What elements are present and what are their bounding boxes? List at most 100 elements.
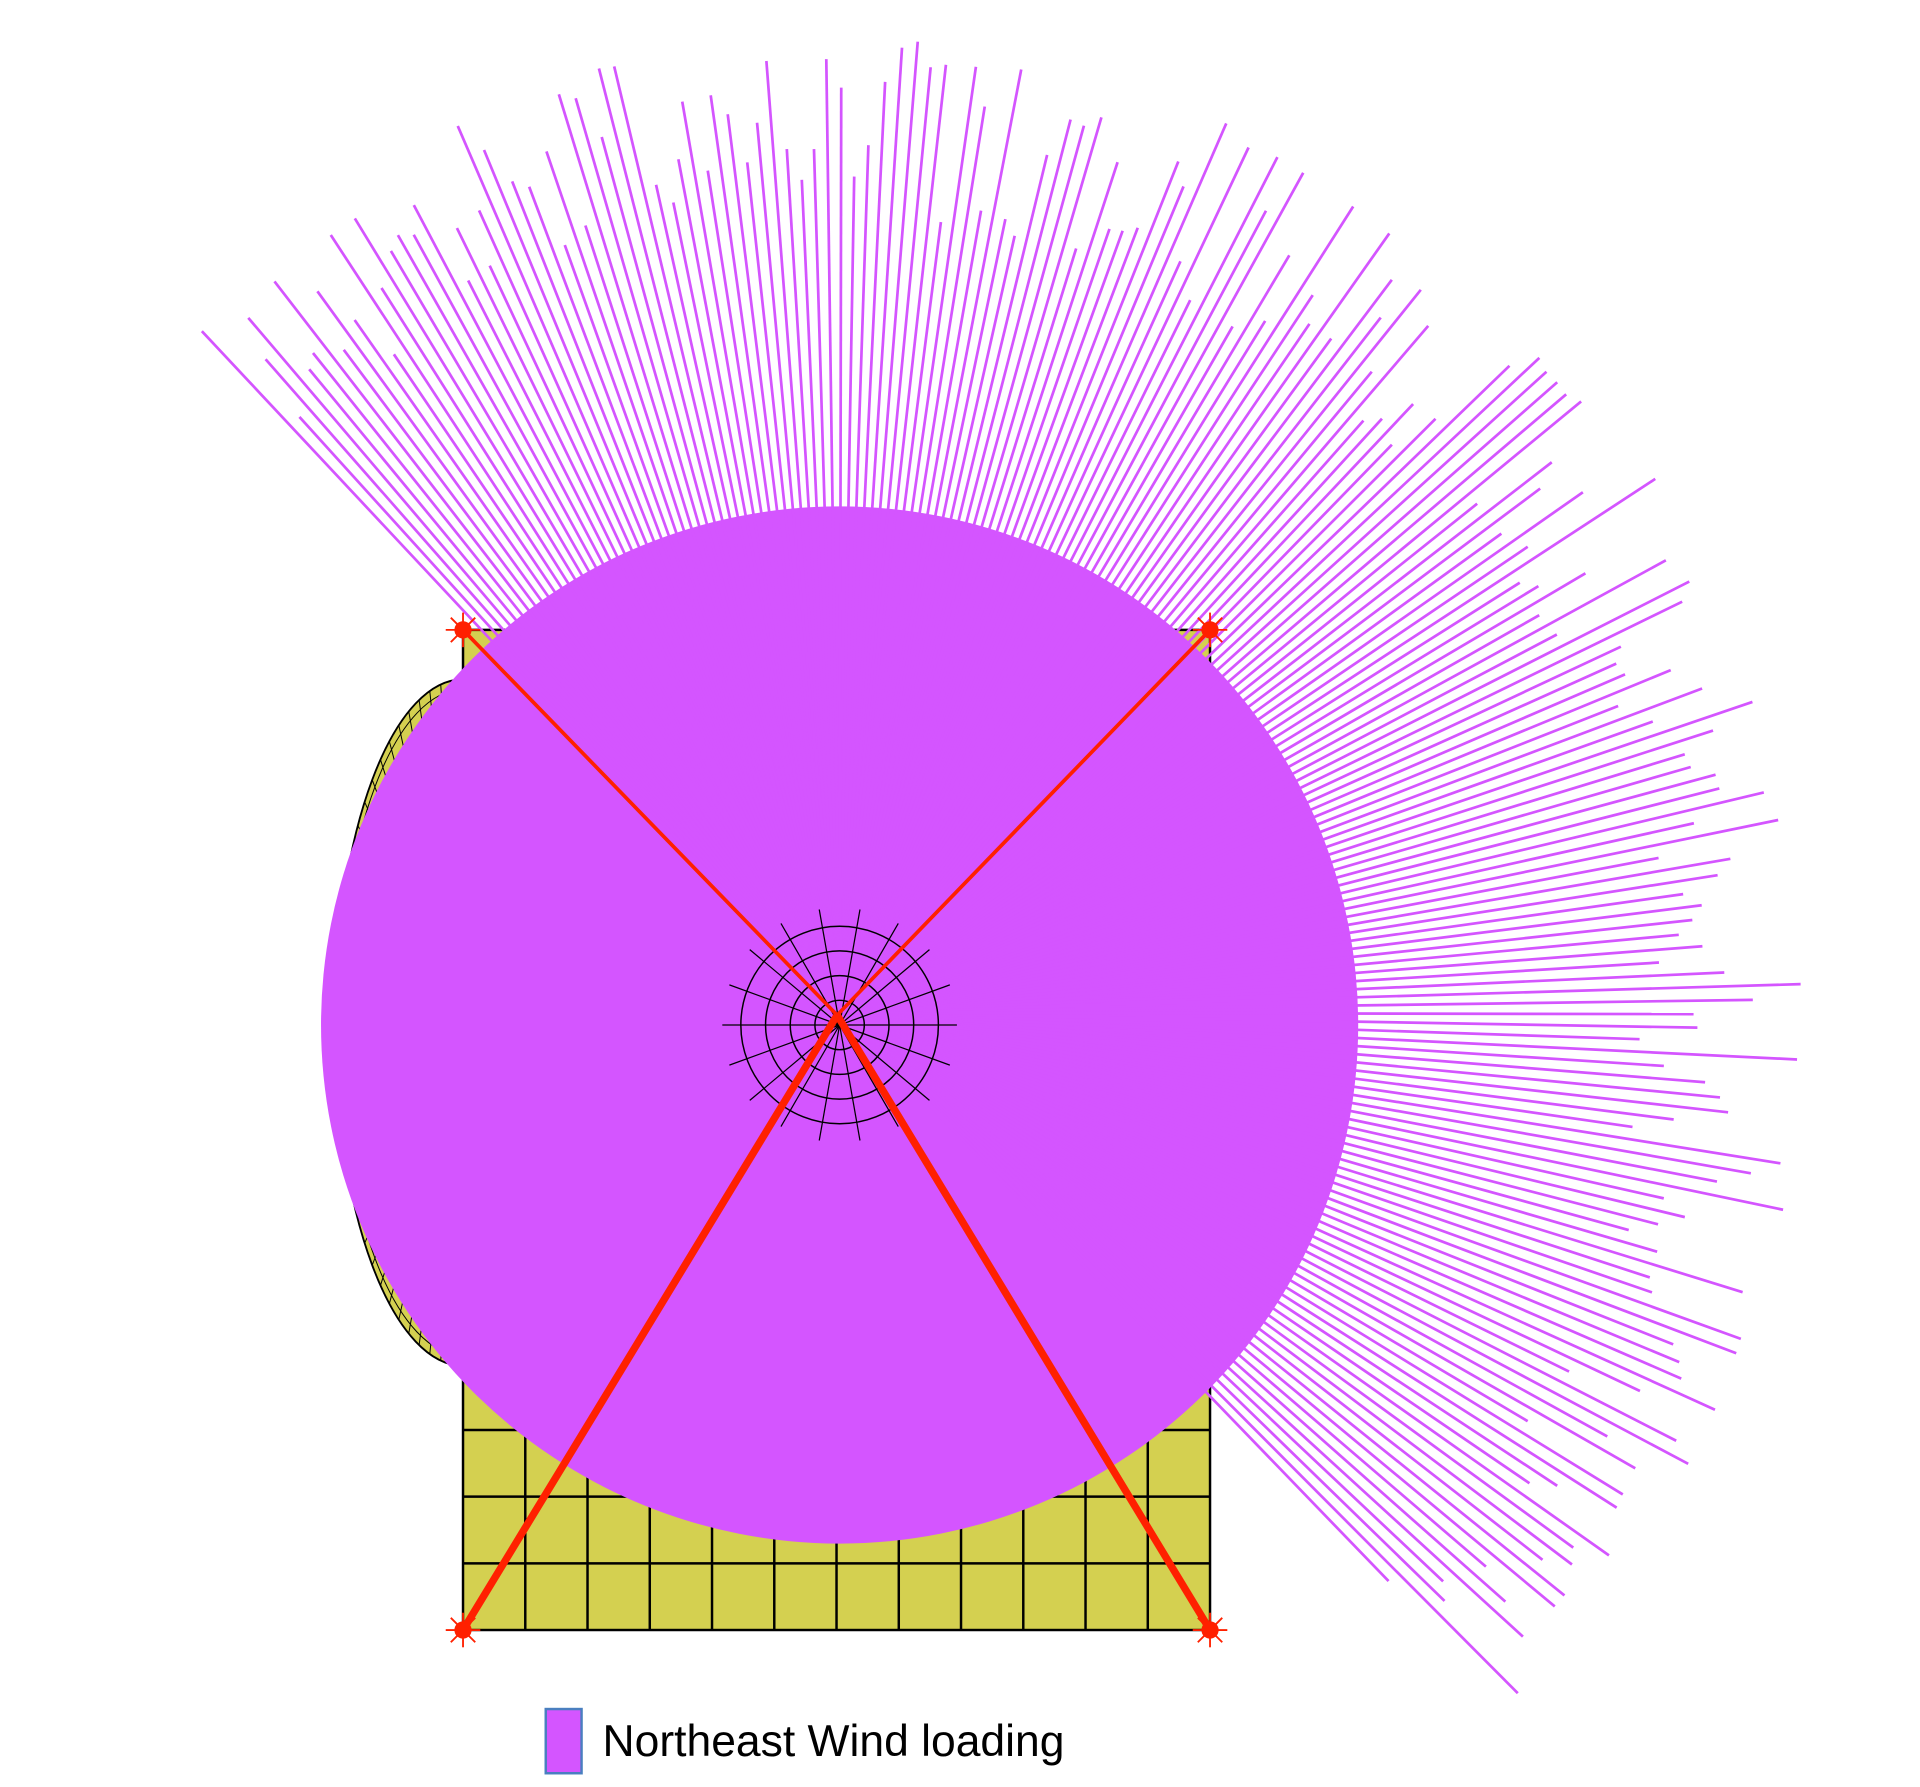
load-vector bbox=[839, 1011, 1784, 1212]
brace bbox=[461, 628, 839, 1017]
load-vector bbox=[838, 581, 1521, 1014]
load-vector bbox=[838, 87, 843, 1013]
load-vector bbox=[308, 368, 841, 1014]
load-vector bbox=[838, 477, 1656, 1014]
load-vector bbox=[488, 265, 841, 1014]
load-vector bbox=[654, 184, 841, 1013]
load-vector bbox=[838, 125, 1086, 1014]
wind-load-vectors bbox=[200, 41, 1801, 1695]
load-vector bbox=[839, 704, 1619, 1014]
load-vector bbox=[838, 106, 987, 1013]
load-vector bbox=[709, 95, 841, 1013]
brace bbox=[833, 1013, 1214, 1632]
load-vector bbox=[839, 818, 1779, 1014]
legend-label: Northeast Wind loading bbox=[603, 1717, 1065, 1766]
load-vector bbox=[839, 1011, 1570, 1373]
load-vector bbox=[838, 337, 1333, 1014]
load-vector bbox=[839, 600, 1683, 1014]
load-vector bbox=[838, 461, 1553, 1014]
hub-spoke bbox=[839, 923, 899, 1026]
support-star bbox=[1197, 1617, 1223, 1643]
load-vector bbox=[838, 487, 1541, 1014]
load-vector bbox=[824, 59, 841, 1013]
load-vector bbox=[838, 1011, 1618, 1509]
load-vector bbox=[247, 316, 841, 1014]
load-vector bbox=[298, 416, 841, 1014]
load-vector bbox=[839, 1011, 1641, 1393]
load-vector bbox=[838, 294, 1314, 1014]
load-vector bbox=[838, 370, 1373, 1014]
load-vector bbox=[726, 114, 841, 1013]
load-vector bbox=[353, 319, 841, 1014]
load-vector bbox=[838, 502, 1478, 1014]
load-vector bbox=[839, 1011, 1718, 1183]
load-vector bbox=[392, 353, 841, 1014]
load-vector bbox=[839, 903, 1702, 1014]
hub-spoke bbox=[729, 1024, 840, 1066]
load-vector bbox=[838, 145, 870, 1013]
load-vector bbox=[612, 66, 841, 1013]
load-vector bbox=[839, 687, 1703, 1014]
load-vector bbox=[838, 161, 1119, 1014]
red-braces bbox=[445, 612, 1228, 1648]
hub-spoke bbox=[839, 909, 861, 1026]
load-vector bbox=[838, 393, 1568, 1014]
load-vector bbox=[838, 417, 1383, 1014]
load-vector bbox=[396, 234, 841, 1014]
load-vector bbox=[839, 1011, 1694, 1016]
load-vector bbox=[838, 299, 1192, 1014]
load-vector bbox=[838, 41, 920, 1013]
load-vector bbox=[838, 1011, 1558, 1487]
load-vector bbox=[838, 364, 1511, 1014]
load-vector bbox=[839, 752, 1686, 1014]
load-vector bbox=[838, 320, 1267, 1014]
load-vector bbox=[838, 64, 948, 1013]
hub-spoke bbox=[749, 949, 841, 1026]
load-vector bbox=[839, 1011, 1716, 1411]
load-vector bbox=[838, 66, 978, 1013]
load-vector bbox=[838, 228, 1111, 1014]
load-vector bbox=[353, 217, 841, 1014]
load-vector bbox=[839, 1011, 1721, 1099]
load-vector bbox=[838, 172, 1305, 1014]
load-vector bbox=[839, 1011, 1752, 1175]
load-vector bbox=[838, 218, 1007, 1013]
load-vector bbox=[838, 381, 1559, 1014]
load-vector bbox=[839, 1011, 1630, 1232]
load-vector bbox=[273, 280, 841, 1014]
load-vector bbox=[839, 971, 1725, 1015]
load-vector bbox=[838, 288, 1422, 1014]
load-vector bbox=[838, 572, 1587, 1014]
load-vector bbox=[838, 559, 1667, 1014]
hub-spoke bbox=[780, 1024, 841, 1127]
load-vector bbox=[838, 370, 1548, 1014]
center-mesh bbox=[722, 909, 957, 1141]
load-vector bbox=[785, 148, 841, 1013]
hub-spoke bbox=[839, 984, 951, 1026]
load-vector bbox=[200, 330, 841, 1014]
load-vector bbox=[838, 1011, 1556, 1608]
load-vector bbox=[680, 101, 841, 1013]
load-vector bbox=[510, 180, 841, 1014]
load-vector bbox=[677, 158, 841, 1013]
load-vector bbox=[838, 205, 1355, 1014]
load-vector bbox=[838, 614, 1540, 1014]
load-vector bbox=[527, 186, 841, 1014]
support-star bbox=[450, 617, 476, 643]
load-vector bbox=[839, 1011, 1737, 1355]
load-vector bbox=[838, 69, 1023, 1013]
load-vector bbox=[838, 221, 943, 1013]
load-vector bbox=[456, 125, 841, 1014]
brace bbox=[459, 1013, 841, 1632]
load-vector bbox=[838, 1011, 1445, 1583]
load-vector bbox=[838, 1011, 1487, 1568]
load-vector bbox=[838, 161, 1180, 1014]
load-vector bbox=[838, 1011, 1531, 1485]
load-vector bbox=[389, 250, 841, 1014]
load-vector bbox=[838, 580, 1690, 1014]
load-vector bbox=[574, 97, 841, 1014]
load-vector bbox=[838, 185, 1185, 1014]
load-vector bbox=[838, 323, 1311, 1014]
